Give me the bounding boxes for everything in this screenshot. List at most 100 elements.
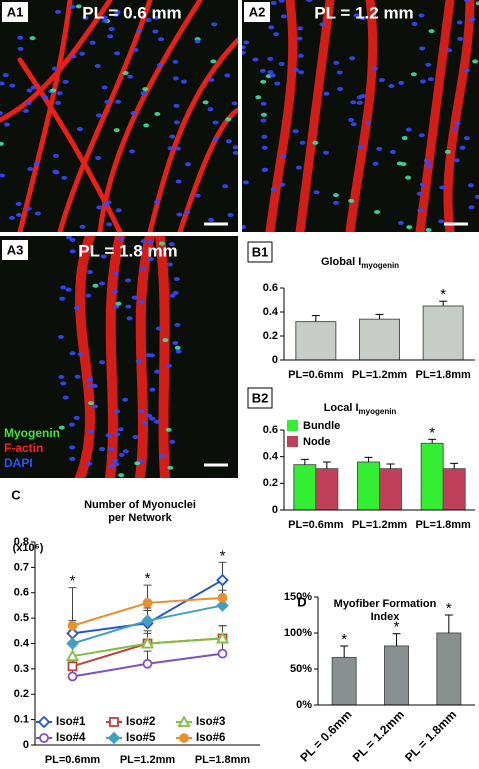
marker bbox=[37, 715, 51, 729]
y-tick-label: 0.1 bbox=[14, 714, 29, 726]
nucleus bbox=[73, 415, 80, 420]
nucleus bbox=[77, 352, 84, 357]
nucleus bbox=[348, 198, 355, 203]
x-tick-label: PL=1.8mm bbox=[415, 369, 471, 381]
nucleus bbox=[86, 270, 93, 275]
nucleus bbox=[98, 360, 105, 365]
nucleus bbox=[62, 79, 69, 84]
nucleus bbox=[269, 73, 276, 78]
nucleus bbox=[158, 241, 165, 246]
nucleus bbox=[124, 278, 131, 283]
nucleus bbox=[76, 127, 83, 132]
y-tick-label: 0.2 bbox=[263, 477, 278, 489]
nucleus bbox=[333, 60, 340, 65]
nucleus bbox=[60, 285, 67, 290]
y-tick-label: 50% bbox=[290, 663, 312, 675]
chart-title: Myofiber Formation bbox=[334, 598, 437, 610]
nucleus bbox=[274, 81, 281, 86]
nucleus bbox=[118, 473, 125, 478]
y-tick-label: 0.7 bbox=[14, 561, 29, 573]
nucleus bbox=[99, 281, 106, 286]
nucleus bbox=[118, 236, 125, 241]
nucleus bbox=[446, 48, 453, 53]
nucleus bbox=[439, 185, 446, 190]
nucleus bbox=[194, 39, 201, 44]
nucleus bbox=[17, 35, 24, 40]
y-tick-label: 0% bbox=[296, 699, 312, 711]
nucleus bbox=[114, 409, 121, 414]
annotation: * bbox=[145, 570, 151, 587]
nucleus bbox=[155, 326, 162, 331]
panel-label: C bbox=[11, 487, 21, 502]
legend-label: Iso#4 bbox=[56, 732, 86, 744]
nucleus bbox=[115, 208, 122, 213]
y-tick-label: 0 bbox=[272, 504, 278, 516]
x-tick-label: PL = 1.8mm bbox=[402, 707, 459, 764]
nucleus bbox=[454, 121, 461, 126]
y-tick-label: 0.5 bbox=[14, 612, 29, 624]
nucleus bbox=[416, 191, 423, 196]
annotation: * bbox=[394, 619, 400, 636]
nucleus bbox=[55, 9, 62, 14]
marker bbox=[217, 648, 228, 659]
legend-label: Iso#5 bbox=[126, 732, 156, 744]
nucleus bbox=[372, 161, 379, 166]
nucleus bbox=[73, 305, 80, 310]
nucleus bbox=[58, 375, 65, 380]
nucleus bbox=[106, 222, 113, 227]
panel-label-box bbox=[247, 241, 273, 263]
nucleus bbox=[456, 20, 463, 25]
nucleus bbox=[125, 304, 132, 309]
nucleus bbox=[211, 22, 218, 27]
nucleus bbox=[29, 36, 36, 41]
nucleus bbox=[243, 40, 250, 45]
panel-label: B1 bbox=[252, 244, 269, 259]
nucleus bbox=[0, 141, 4, 146]
nucleus bbox=[58, 425, 65, 430]
panel-label: D bbox=[297, 594, 306, 609]
y-tick-label: 0.8 bbox=[14, 536, 29, 548]
panel-label: A3 bbox=[7, 242, 24, 257]
nucleus bbox=[398, 80, 405, 85]
nucleus bbox=[423, 158, 430, 163]
nucleus bbox=[280, 14, 287, 19]
marker bbox=[141, 614, 154, 627]
nucleus bbox=[147, 257, 154, 262]
x-tick-label: PL = 0.6mm bbox=[297, 707, 354, 764]
nucleus bbox=[52, 153, 59, 158]
nucleus bbox=[467, 183, 474, 188]
nucleus bbox=[172, 290, 179, 295]
nucleus bbox=[122, 397, 129, 402]
nucleus bbox=[268, 25, 275, 30]
nucleus bbox=[208, 217, 215, 222]
nucleus bbox=[293, 67, 300, 72]
y-tick-label: 0.2 bbox=[263, 330, 278, 342]
panel-label: A2 bbox=[249, 4, 266, 19]
nucleus bbox=[319, 22, 326, 27]
nucleus bbox=[261, 145, 268, 150]
nucleus bbox=[270, 187, 277, 192]
panel-label: B2 bbox=[252, 390, 269, 405]
nucleus bbox=[60, 381, 67, 386]
marker bbox=[217, 592, 228, 603]
nucleus bbox=[134, 461, 141, 466]
nucleus bbox=[242, 224, 246, 229]
nucleus bbox=[112, 289, 119, 294]
nucleus bbox=[122, 71, 129, 76]
legend-label: Iso#2 bbox=[126, 716, 155, 728]
nucleus bbox=[69, 4, 76, 9]
nucleus bbox=[26, 88, 33, 93]
bar bbox=[315, 468, 339, 511]
panel-label: A1 bbox=[7, 4, 24, 19]
nucleus bbox=[68, 422, 75, 427]
nucleus bbox=[267, 70, 274, 75]
chart-title: per Network bbox=[108, 512, 172, 524]
nucleus bbox=[96, 205, 103, 210]
nucleus bbox=[51, 66, 58, 71]
x-tick-label: PL=1.2mm bbox=[352, 519, 408, 531]
nucleus bbox=[34, 211, 41, 216]
nucleus bbox=[129, 149, 136, 154]
nucleus bbox=[89, 40, 96, 45]
chart-title: Index bbox=[371, 611, 401, 623]
